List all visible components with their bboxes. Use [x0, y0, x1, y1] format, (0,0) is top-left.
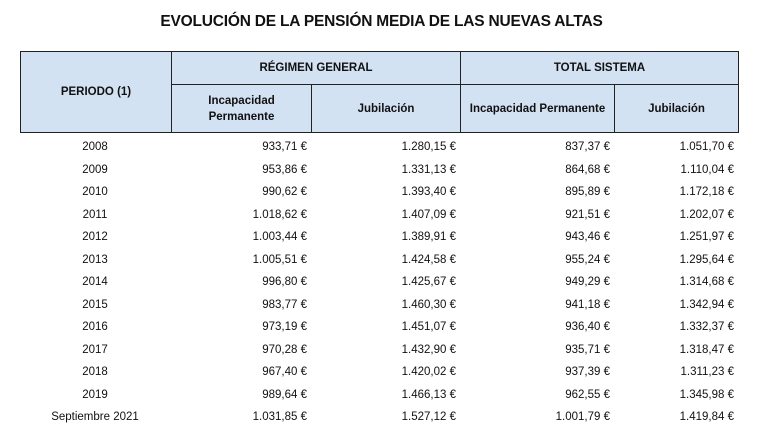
cell-rg-jub: 1.280,15 €	[401, 141, 456, 153]
table-title: EVOLUCIÓN DE LA PENSIÓN MEDIA DE LAS NUE…	[160, 13, 603, 30]
cell-periodo: 2011	[82, 208, 108, 221]
cell-rg-ip: 1.005,51 €	[252, 253, 307, 266]
cell-ts-jub: 1.251,97 €	[679, 231, 734, 243]
cell-ts-jub: 1.051,70 €	[679, 141, 734, 153]
cell-ts-ip: 962,55 €	[565, 388, 610, 401]
cell-rg-jub: 1.407,09 €	[401, 208, 456, 221]
cell-rg-jub: 1.460,30 €	[401, 298, 456, 311]
cell-rg-jub: 1.432,90 €	[401, 343, 456, 356]
cell-rg-ip: 970,28 €	[262, 343, 307, 356]
cell-rg-ip: 990,62 €	[262, 186, 307, 198]
table-row: 2009 953,86 € 1.331,13 € 864,68 € 1.110,…	[0, 159, 763, 182]
table-row: 2019 989,64 € 1.466,13 € 962,55 € 1.345,…	[0, 384, 763, 407]
cell-periodo: 2013	[82, 253, 108, 266]
cell-rg-jub: 1.393,40 €	[401, 186, 456, 198]
cell-ts-jub: 1.419,84 €	[679, 411, 734, 423]
cell-ts-ip: 949,29 €	[565, 276, 610, 288]
table-row: 2014 996,80 € 1.425,67 € 949,29 € 1.314,…	[0, 271, 763, 294]
cell-ts-jub: 1.172,18 €	[679, 186, 734, 198]
cell-rg-ip: 1.031,85 €	[252, 411, 307, 423]
cell-ts-jub: 1.202,07 €	[679, 208, 734, 221]
cell-ts-ip: 955,24 €	[565, 253, 610, 266]
cell-ts-ip: 1.001,79 €	[555, 411, 610, 423]
cell-ts-ip: 895,89 €	[565, 186, 610, 198]
header-periodo: PERIODO (1)	[20, 51, 172, 133]
cell-ts-ip: 936,40 €	[565, 321, 610, 333]
cell-rg-jub: 1.527,12 €	[401, 411, 456, 423]
table-row: Septiembre 2021 1.031,85 € 1.527,12 € 1.…	[0, 406, 763, 429]
cell-ts-jub: 1.332,37 €	[679, 321, 734, 333]
table-row: 2013 1.005,51 € 1.424,58 € 955,24 € 1.29…	[0, 249, 763, 272]
cell-periodo: 2009	[82, 163, 108, 176]
cell-ts-ip: 943,46 €	[565, 231, 610, 243]
cell-ts-ip: 837,37 €	[565, 141, 610, 153]
cell-rg-ip: 996,80 €	[262, 276, 307, 288]
cell-rg-jub: 1.451,07 €	[401, 321, 456, 333]
cell-ts-ip: 921,51 €	[565, 208, 610, 221]
cell-ts-ip: 937,39 €	[565, 366, 610, 378]
cell-rg-jub: 1.466,13 €	[401, 388, 456, 401]
cell-ts-jub: 1.110,04 €	[680, 163, 734, 176]
cell-ts-jub: 1.314,68 €	[679, 276, 734, 288]
cell-rg-jub: 1.331,13 €	[401, 163, 456, 176]
cell-ts-jub: 1.345,98 €	[679, 388, 734, 401]
cell-periodo: 2016	[82, 321, 108, 333]
cell-rg-ip: 967,40 €	[262, 366, 307, 378]
header-regimen-general: RÉGIMEN GENERAL	[171, 51, 461, 85]
cell-periodo: 2014	[82, 276, 108, 288]
cell-rg-ip: 1.003,44 €	[252, 231, 307, 243]
cell-rg-ip: 973,19 €	[262, 321, 307, 333]
table-row: 2008 933,71 € 1.280,15 € 837,37 € 1.051,…	[0, 136, 763, 159]
header-rg-jubilacion: Jubilación	[311, 84, 461, 133]
cell-periodo: 2018	[82, 366, 108, 378]
cell-periodo: 2015	[82, 298, 108, 311]
cell-ts-jub: 1.311,23 €	[680, 366, 734, 378]
cell-rg-jub: 1.424,58 €	[401, 253, 456, 266]
cell-ts-jub: 1.342,94 €	[679, 298, 734, 311]
cell-periodo: 2012	[82, 231, 108, 243]
table-row: 2011 1.018,62 € 1.407,09 € 921,51 € 1.20…	[0, 204, 763, 227]
cell-periodo: 2010	[82, 186, 108, 198]
table-row: 2018 967,40 € 1.420,02 € 937,39 € 1.311,…	[0, 361, 763, 384]
cell-ts-ip: 864,68 €	[565, 163, 610, 176]
cell-periodo: 2019	[82, 388, 108, 401]
cell-periodo: Septiembre 2021	[51, 411, 139, 423]
header-rg-incapacidad: Incapacidad Permanente	[171, 84, 312, 133]
table-row: 2017 970,28 € 1.432,90 € 935,71 € 1.318,…	[0, 339, 763, 362]
header-ts-incapacidad: Incapacidad Permanente	[460, 84, 615, 133]
table-row: 2010 990,62 € 1.393,40 € 895,89 € 1.172,…	[0, 181, 763, 204]
cell-rg-ip: 983,77 €	[262, 298, 307, 311]
cell-ts-jub: 1.295,64 €	[679, 253, 734, 266]
cell-periodo: 2017	[82, 343, 108, 356]
cell-rg-jub: 1.425,67 €	[401, 276, 456, 288]
cell-ts-ip: 935,71 €	[565, 343, 610, 356]
cell-ts-ip: 941,18 €	[565, 298, 610, 311]
cell-rg-ip: 1.018,62 €	[252, 208, 307, 221]
header-total-sistema: TOTAL SISTEMA	[460, 51, 739, 85]
cell-periodo: 2008	[82, 141, 108, 153]
table-row: 2012 1.003,44 € 1.389,91 € 943,46 € 1.25…	[0, 226, 763, 249]
cell-rg-ip: 989,64 €	[262, 388, 307, 401]
cell-rg-jub: 1.389,91 €	[401, 231, 456, 243]
header-ts-jubilacion: Jubilación	[614, 84, 739, 133]
cell-rg-ip: 933,71 €	[262, 141, 307, 153]
table-row: 2015 983,77 € 1.460,30 € 941,18 € 1.342,…	[0, 294, 763, 317]
table-row: 2016 973,19 € 1.451,07 € 936,40 € 1.332,…	[0, 316, 763, 339]
header-rg-incapacidad-line2: Permanente	[208, 110, 275, 123]
cell-rg-ip: 953,86 €	[262, 163, 307, 176]
cell-ts-jub: 1.318,47 €	[679, 343, 734, 356]
cell-rg-jub: 1.420,02 €	[401, 366, 456, 378]
header-rg-incapacidad-line1: Incapacidad	[208, 94, 275, 107]
